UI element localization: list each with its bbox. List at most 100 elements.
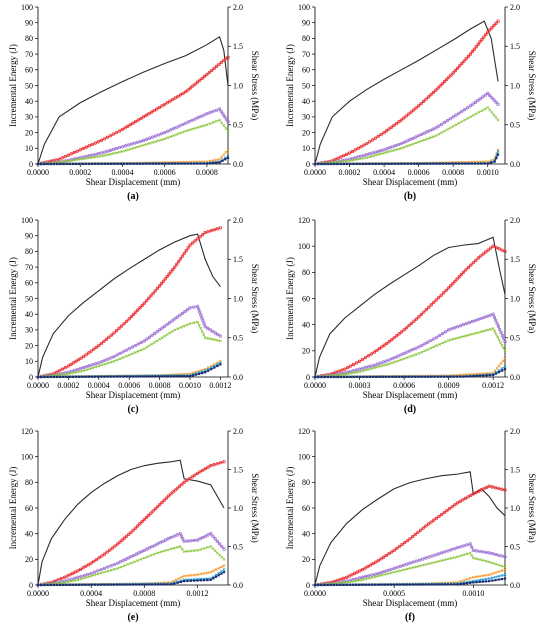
data-point — [106, 375, 109, 378]
data-point — [407, 323, 411, 328]
data-point — [166, 375, 169, 378]
data-point — [387, 340, 391, 344]
data-point — [414, 317, 419, 321]
data-point — [213, 331, 217, 335]
data-point — [392, 336, 396, 340]
data-point — [150, 342, 154, 346]
data-point — [81, 146, 85, 151]
data-point — [427, 583, 431, 586]
data-point — [217, 566, 221, 570]
data-point — [344, 159, 348, 163]
data-point — [93, 155, 97, 159]
data-point — [496, 19, 500, 23]
data-point — [206, 326, 210, 330]
data-point — [82, 369, 86, 373]
data-point — [185, 375, 188, 378]
data-point — [374, 153, 377, 157]
data-point — [464, 162, 467, 165]
data-point — [378, 375, 381, 378]
data-point — [388, 146, 392, 150]
data-point — [108, 548, 112, 552]
data-point — [376, 571, 380, 576]
data-point — [387, 127, 391, 131]
data-point — [384, 553, 388, 558]
data-point — [202, 333, 206, 337]
data-point — [99, 567, 103, 572]
data-point — [339, 155, 343, 159]
data-point — [108, 134, 113, 138]
y2-tick-label: 0.5 — [233, 334, 243, 343]
data-point — [153, 543, 157, 547]
data-point — [454, 123, 458, 127]
data-point — [496, 153, 500, 156]
data-point — [414, 135, 418, 139]
data-point — [389, 571, 393, 575]
data-point — [144, 583, 147, 586]
series-line — [314, 92, 499, 165]
data-point — [121, 350, 125, 354]
data-point — [481, 252, 485, 256]
data-point — [168, 331, 172, 335]
data-point — [114, 329, 119, 333]
data-point — [202, 546, 206, 550]
series-stress — [314, 471, 506, 586]
data-point — [336, 375, 339, 379]
data-point — [182, 550, 186, 554]
data-point — [371, 561, 375, 566]
data-point — [379, 152, 383, 156]
data-point — [458, 499, 462, 504]
data-point — [178, 124, 182, 128]
data-point — [196, 116, 200, 120]
data-point — [63, 154, 67, 159]
data-point — [113, 162, 116, 165]
data-point — [170, 330, 174, 333]
data-point — [114, 130, 119, 135]
data-point — [478, 574, 482, 578]
data-point — [89, 571, 93, 576]
data-point — [420, 139, 423, 143]
data-point — [329, 583, 332, 587]
data-point — [157, 105, 162, 110]
data-point — [427, 562, 431, 566]
data-point — [90, 156, 94, 159]
data-point — [174, 578, 178, 582]
data-point — [329, 162, 333, 166]
data-point — [462, 59, 466, 63]
data-point — [412, 583, 415, 586]
y-tick-label: 30 — [25, 326, 33, 335]
data-point — [493, 160, 496, 163]
data-point — [384, 363, 388, 367]
data-point — [158, 337, 162, 341]
data-point — [185, 323, 189, 327]
data-point — [151, 509, 155, 513]
data-point — [124, 348, 128, 352]
x-tick-label: 0.0000 — [27, 381, 49, 390]
data-point — [97, 583, 100, 586]
data-point — [423, 375, 426, 378]
data-point — [367, 583, 370, 586]
data-point — [55, 375, 59, 379]
data-point — [373, 575, 377, 579]
y-tick-label: 20 — [25, 555, 33, 564]
data-point — [367, 576, 371, 580]
data-point — [186, 162, 189, 165]
data-point — [488, 580, 491, 583]
data-point — [475, 557, 478, 561]
data-point — [198, 235, 202, 239]
data-point — [421, 526, 425, 530]
data-point — [182, 539, 186, 544]
data-point — [109, 564, 113, 568]
x-tick-label: 0.0008 — [442, 168, 464, 177]
data-point — [200, 330, 204, 333]
data-point — [473, 100, 478, 104]
data-point — [87, 154, 91, 158]
data-point — [387, 362, 391, 366]
data-point — [343, 367, 347, 371]
data-point — [89, 349, 93, 353]
data-point — [386, 583, 389, 586]
data-point — [370, 573, 374, 577]
data-point — [405, 562, 409, 566]
data-point — [425, 130, 429, 134]
data-point — [87, 144, 91, 148]
data-point — [370, 151, 375, 155]
